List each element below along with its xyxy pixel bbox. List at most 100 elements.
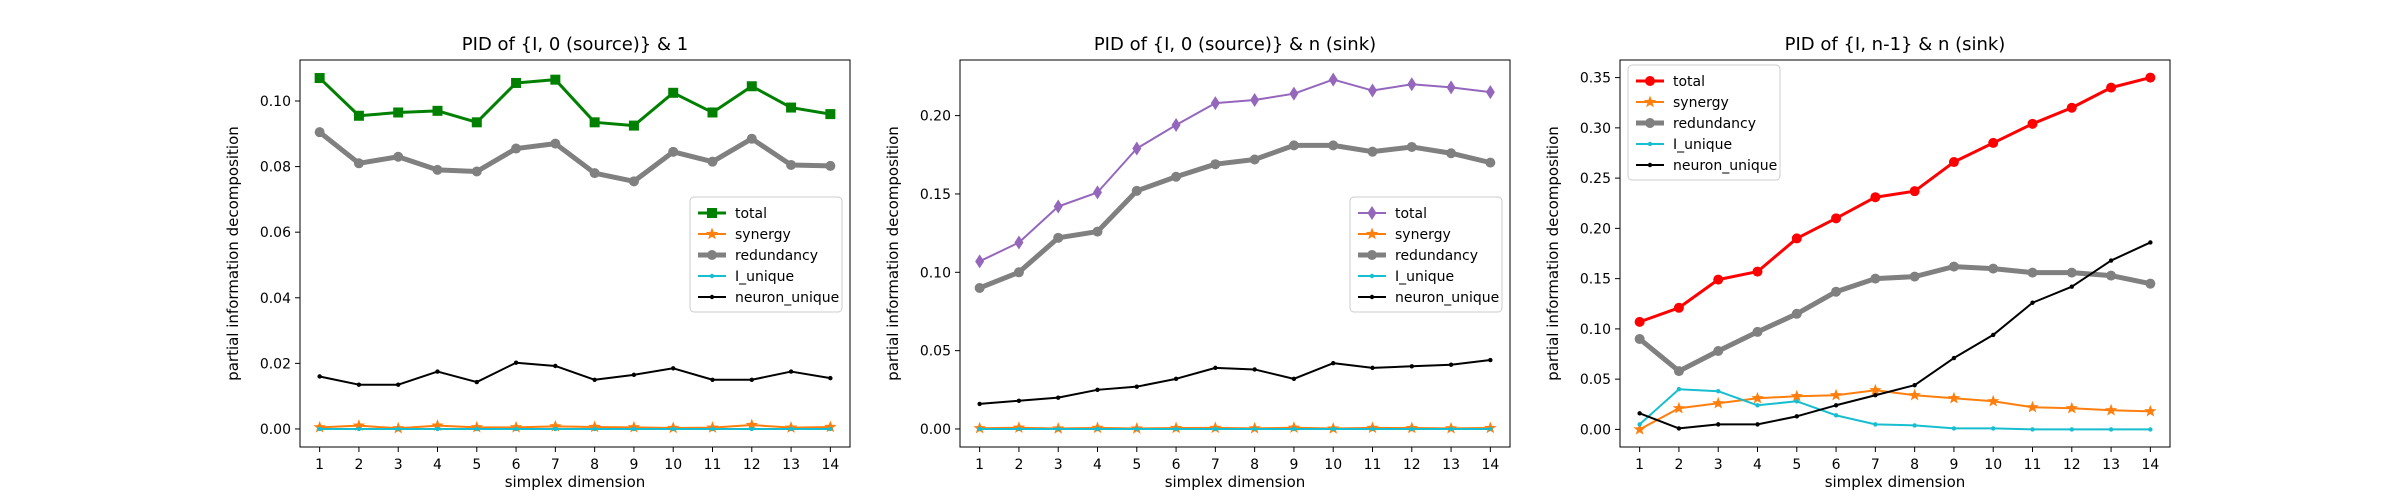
data-point-I_unique xyxy=(828,426,833,432)
x-tick-label: 14 xyxy=(821,457,839,473)
series-line-I_unique xyxy=(1638,388,2152,431)
data-point-total xyxy=(1407,77,1417,92)
data-point-total xyxy=(2145,72,2156,83)
chart-title: PID of {I, n-1} & n (sink) xyxy=(1785,34,2006,55)
x-tick-label: 13 xyxy=(1442,457,1460,473)
legend-box xyxy=(689,196,843,313)
data-point-neuron_unique xyxy=(356,382,362,387)
x-tick-label: 3 xyxy=(394,457,403,473)
data-point-redundancy xyxy=(1171,171,1182,182)
data-point-neuron_unique xyxy=(396,382,401,387)
data-point-neuron_unique xyxy=(435,369,440,374)
data-point-synergy xyxy=(1987,394,2000,407)
y-tick-label: 0.25 xyxy=(1580,171,1611,187)
data-point-redundancy xyxy=(628,176,639,187)
legend-label-synergy: synergy xyxy=(735,227,791,243)
y-tick-label: 0.08 xyxy=(260,160,291,176)
data-point-total xyxy=(1250,92,1260,107)
series-redundancy xyxy=(974,140,1496,293)
data-point-total xyxy=(825,109,836,120)
data-point-synergy xyxy=(588,420,601,433)
data-point-redundancy xyxy=(1367,146,1378,157)
data-point-redundancy xyxy=(746,133,757,144)
legend-label-synergy: synergy xyxy=(1395,227,1451,243)
data-point-total xyxy=(1791,233,1802,244)
data-point-I_unique xyxy=(2069,427,2074,432)
data-point-I_unique xyxy=(1016,426,1022,432)
x-tick-label: 6 xyxy=(512,457,521,473)
legend-marker-I_unique xyxy=(709,273,715,279)
data-point-neuron_unique xyxy=(1331,360,1336,366)
x-tick-label: 12 xyxy=(2063,457,2081,473)
data-point-synergy xyxy=(470,420,483,433)
data-point-total xyxy=(2066,102,2077,113)
data-point-I_unique xyxy=(513,426,519,432)
data-point-redundancy xyxy=(1249,154,1260,165)
data-point-neuron_unique xyxy=(671,366,676,371)
x-tick-label: 10 xyxy=(664,457,682,473)
data-point-neuron_unique xyxy=(474,379,479,385)
data-point-neuron_unique xyxy=(1291,376,1297,382)
series-neuron_unique xyxy=(1637,240,2153,431)
data-point-neuron_unique xyxy=(631,372,637,378)
data-point-neuron_unique xyxy=(1409,364,1414,369)
x-tick-label: 1 xyxy=(1635,457,1644,473)
data-point-total xyxy=(1289,86,1299,101)
data-point-I_unique xyxy=(1637,422,1642,427)
x-tick-label: 1 xyxy=(315,457,324,473)
y-tick-label: 0.15 xyxy=(1580,272,1611,288)
data-point-neuron_unique xyxy=(1716,422,1721,427)
data-point-redundancy xyxy=(707,156,718,167)
x-tick-label: 5 xyxy=(1792,457,1801,473)
data-point-I_unique xyxy=(977,426,982,432)
data-point-total xyxy=(1328,72,1338,87)
series-line-synergy xyxy=(1638,389,2152,431)
x-tick-label: 4 xyxy=(1753,457,1762,473)
series-line-redundancy xyxy=(317,129,833,184)
x-tick-label: 8 xyxy=(1250,457,1259,473)
x-tick-label: 8 xyxy=(590,457,599,473)
data-point-neuron_unique xyxy=(1095,387,1100,393)
y-tick-label: 0.10 xyxy=(260,94,291,110)
data-point-total xyxy=(746,81,757,92)
data-point-I_unique xyxy=(1370,426,1375,432)
data-point-I_unique xyxy=(1252,426,1257,432)
data-point-I_unique xyxy=(1991,426,1996,431)
x-tick-label: 5 xyxy=(472,457,481,473)
data-point-total xyxy=(1093,185,1102,200)
series-total xyxy=(1634,72,2156,327)
data-point-redundancy xyxy=(786,159,797,170)
y-tick-label: 0.05 xyxy=(920,344,951,360)
data-point-I_unique xyxy=(1095,426,1100,432)
series-line-redundancy xyxy=(1637,264,2153,374)
data-point-neuron_unique xyxy=(1016,398,1022,403)
data-point-neuron_unique xyxy=(2030,300,2035,305)
data-point-total xyxy=(1485,85,1495,100)
data-point-redundancy xyxy=(1406,141,1417,152)
data-point-redundancy xyxy=(1053,232,1064,243)
x-axis-label: simplex dimension xyxy=(1825,473,1966,491)
data-point-neuron_unique xyxy=(1448,362,1454,367)
series-line-total xyxy=(1638,76,2152,324)
data-point-redundancy xyxy=(2027,267,2038,278)
data-point-total xyxy=(1831,213,1842,224)
series-I_unique xyxy=(317,426,833,432)
legend-box xyxy=(1349,196,1503,313)
y-tick-label: 0.20 xyxy=(1580,221,1611,237)
data-point-I_unique xyxy=(671,426,676,432)
data-point-neuron_unique xyxy=(513,360,519,365)
data-point-redundancy xyxy=(1446,148,1457,159)
data-point-I_unique xyxy=(1056,426,1061,432)
x-tick-label: 2 xyxy=(1674,457,1683,473)
data-point-neuron_unique xyxy=(2108,258,2114,263)
data-point-total xyxy=(1752,266,1763,277)
series-line-neuron_unique xyxy=(318,361,832,386)
data-point-total xyxy=(2106,82,2117,93)
series-neuron_unique xyxy=(317,360,833,387)
data-point-redundancy xyxy=(1485,157,1496,168)
legend-marker-synergy xyxy=(1365,227,1379,240)
legend-marker-redundancy xyxy=(707,250,717,260)
legend-marker-neuron_unique xyxy=(1647,162,1653,168)
data-point-total xyxy=(353,110,364,121)
data-point-I_unique xyxy=(788,426,794,432)
